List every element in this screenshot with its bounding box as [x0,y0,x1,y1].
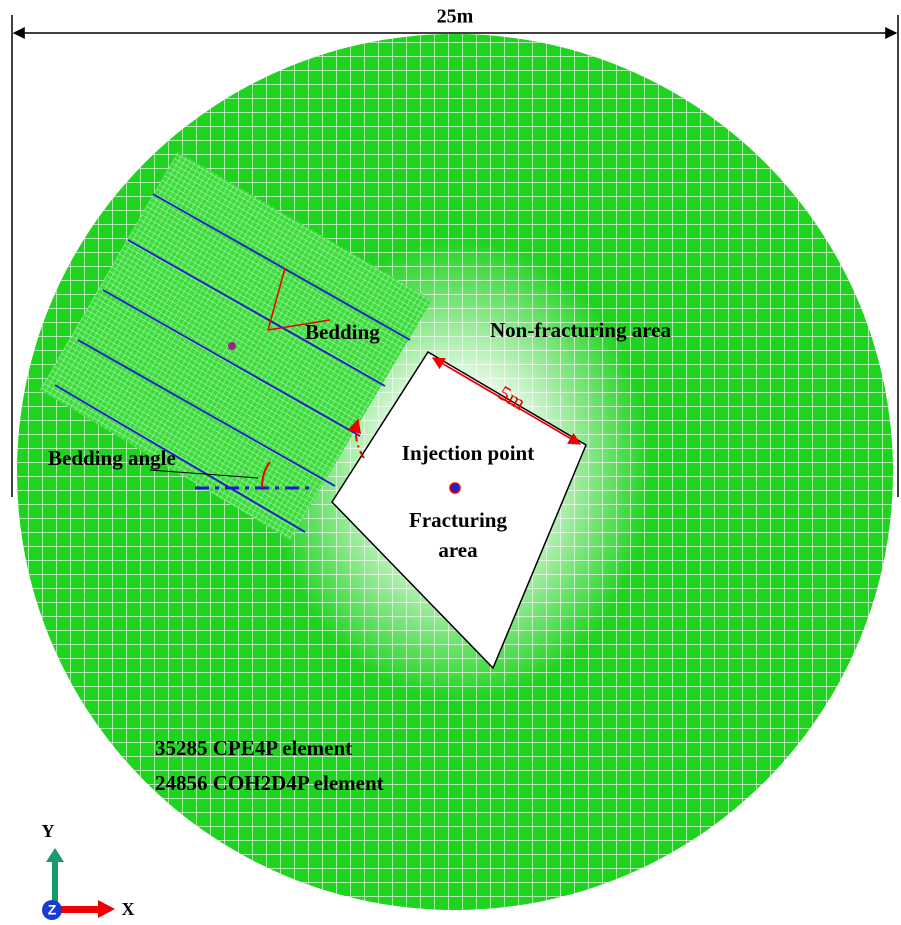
axis-triad: Z Y X [42,821,135,920]
element-count: 24856 COH2D4P element [155,771,384,795]
injection-label: Injection point [402,441,534,465]
bedding-label: Bedding [305,320,380,344]
mesh-diagram: 25m Bedding Non-fracturing area 5m Injec… [0,0,901,925]
bedding-point [228,342,236,350]
non-fracturing-label: Non-fracturing area [490,318,671,342]
axis-label: Y [42,821,55,841]
bedding-angle-label: Bedding angle [48,446,176,470]
injection-point [450,483,460,493]
element-count: 35285 CPE4P element [155,736,352,760]
axis-label: Z [48,902,57,918]
fracturing-label: area [438,538,478,562]
dim-label: 25m [437,6,474,28]
fracturing-label: Fracturing [409,508,507,532]
axis-label: X [122,899,135,919]
